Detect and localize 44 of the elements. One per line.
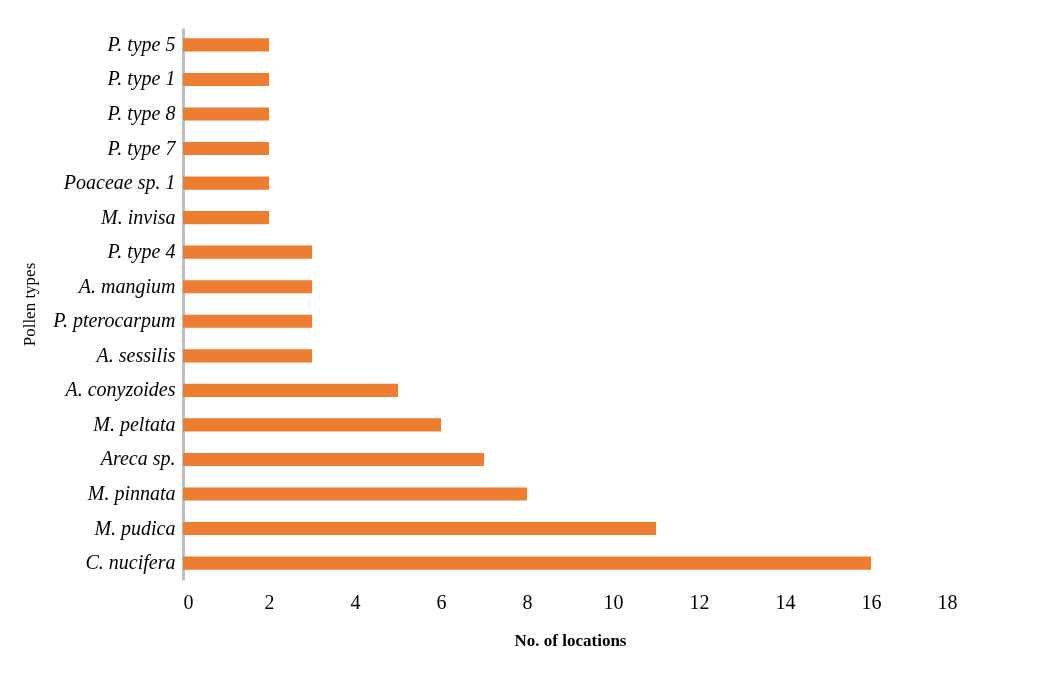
- bar: [183, 245, 312, 259]
- y-tick-label: M. pudica: [93, 516, 176, 540]
- y-tick-label: Areca sp.: [98, 447, 176, 471]
- bar: [183, 418, 441, 432]
- x-tick-label: 18: [937, 590, 958, 613]
- y-tick-label: M. pinnata: [86, 481, 176, 505]
- y-tick-label: M. invisa: [100, 205, 176, 228]
- y-tick-label: P. type 7: [106, 136, 177, 160]
- bar: [183, 349, 312, 363]
- x-tick-label: 10: [603, 590, 624, 613]
- y-tick-label: P. type 8: [106, 102, 176, 126]
- x-tick-label: 6: [436, 590, 447, 613]
- y-axis-title: Pollen types: [20, 262, 40, 347]
- y-tick-label: A. conyzoides: [63, 378, 176, 402]
- bar: [183, 383, 398, 397]
- x-axis-title: No. of locations: [514, 630, 627, 650]
- y-tick-label: M. peltata: [92, 412, 176, 436]
- x-tick-label: 8: [522, 590, 533, 613]
- y-tick-label: P. type 5: [106, 32, 176, 56]
- bar: [183, 38, 269, 52]
- x-tick-label: 0: [183, 590, 194, 613]
- y-tick-label: P. type 4: [106, 240, 176, 264]
- bar: [183, 211, 269, 225]
- bar: [183, 452, 484, 467]
- y-tick-label: C. nucifera: [85, 551, 176, 575]
- x-tick-label: 14: [775, 590, 796, 613]
- y-tick-label: A. sessilis: [94, 343, 176, 366]
- y-tick-label: P. pterocarpum: [52, 309, 176, 333]
- bar: [183, 176, 269, 190]
- bar: [183, 487, 527, 501]
- bar: [183, 72, 269, 87]
- bar: [183, 141, 269, 156]
- bar: [183, 556, 871, 570]
- x-tick-label: 16: [861, 590, 882, 613]
- bar: [183, 107, 269, 121]
- x-tick-label: 12: [689, 590, 710, 613]
- y-tick-label: A. mangium: [76, 274, 176, 298]
- bar: [183, 521, 656, 536]
- x-tick-label: 4: [350, 590, 361, 613]
- bar: [183, 280, 312, 294]
- y-tick-label: Poaceae sp. 1: [62, 171, 176, 195]
- y-tick-label: P. type 1: [106, 67, 176, 91]
- bar: [183, 314, 312, 328]
- x-tick-label: 2: [264, 590, 275, 613]
